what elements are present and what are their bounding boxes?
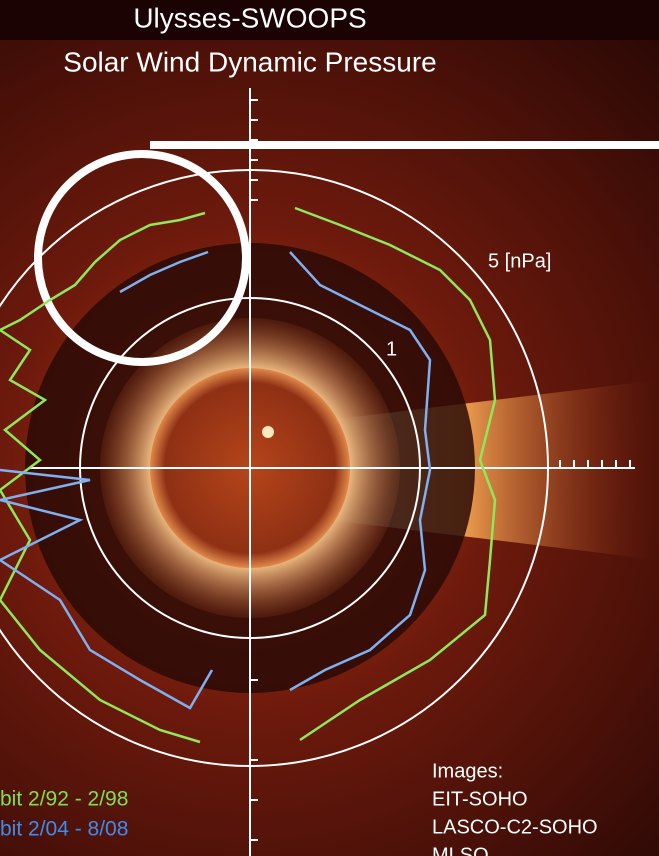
- credits-heading: Images:: [432, 760, 503, 782]
- outer-scale-label: 5 [nPa]: [488, 250, 551, 272]
- subtitle: Solar Wind Dynamic Pressure: [63, 46, 436, 77]
- title: Ulysses-SWOOPS: [133, 2, 366, 33]
- legend-blue: bit 2/04 - 8/08: [0, 818, 128, 841]
- inner-scale-label: 1: [386, 338, 397, 360]
- figure: Ulysses-SWOOPS Solar Wind Dynamic Pressu…: [0, 0, 659, 856]
- credit-line: LASCO-C2-SOHO: [432, 816, 598, 838]
- page: Ulysses-SWOOPS Solar Wind Dynamic Pressu…: [0, 0, 659, 856]
- credit-line: EIT-SOHO: [432, 788, 528, 810]
- credit-line: MLSO: [432, 844, 489, 856]
- legend-green: bit 2/92 - 2/98: [0, 788, 128, 811]
- bright-spot: [262, 426, 274, 438]
